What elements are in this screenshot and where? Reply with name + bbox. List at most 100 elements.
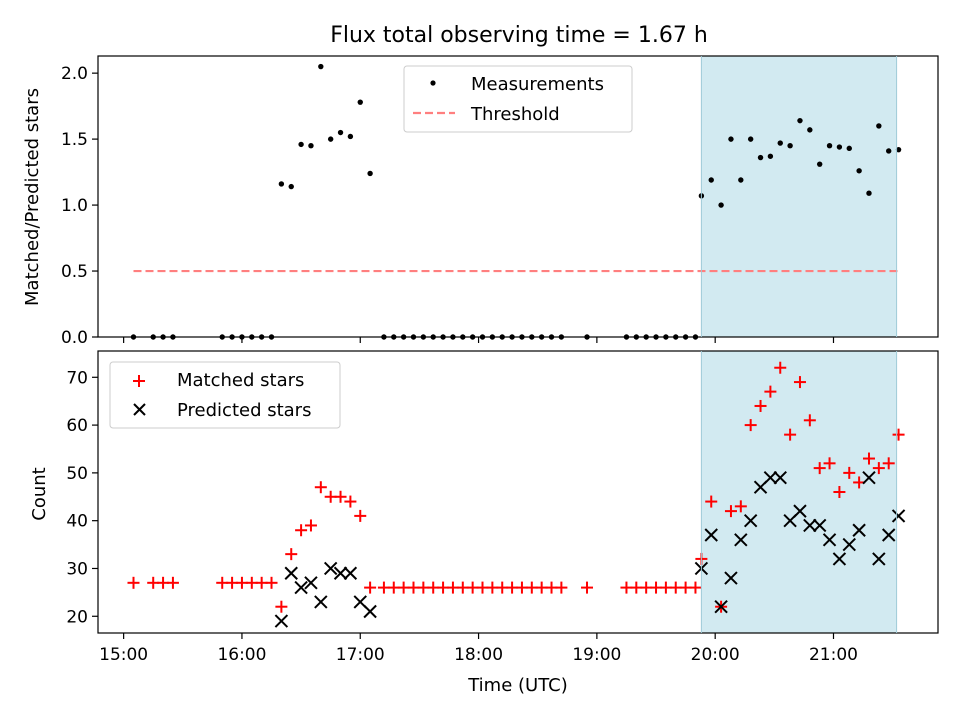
matched-star-point — [872, 462, 885, 475]
measurement-point — [777, 140, 783, 146]
y-tick-label: 30 — [66, 559, 88, 579]
predicted-star-point — [734, 533, 748, 547]
measurement-point — [367, 170, 373, 177]
top-legend-box — [403, 65, 633, 133]
bottom-y-axis-ticks: 20 30 40 50 60 70 — [66, 368, 98, 627]
legend-label-threshold: Threshold — [470, 104, 560, 125]
y-tick-label: 0.0 — [61, 328, 88, 348]
y-tick-label: 20 — [66, 607, 88, 627]
matched-star-point — [304, 519, 317, 532]
predicted-star-point — [724, 571, 738, 585]
matched-star-point — [823, 457, 836, 470]
measurement-point — [738, 177, 744, 183]
predicted-star-point — [763, 470, 778, 485]
measurement-point — [836, 144, 843, 150]
matched-star-point — [275, 600, 288, 613]
matched-star-point — [843, 466, 856, 479]
legend-label-measurements: Measurements — [471, 74, 604, 95]
matched-star-point — [833, 486, 846, 498]
measurement-point — [327, 136, 334, 142]
top-axes-frame — [97, 55, 939, 338]
measurement-point — [846, 145, 852, 152]
y-tick-label: 1.0 — [61, 196, 88, 216]
y-tick-label: 60 — [66, 416, 88, 436]
matched-star-point — [784, 428, 797, 441]
matched-star-point — [734, 500, 747, 513]
predicted-star-point — [812, 518, 827, 533]
chart-title: Flux total observing time = 1.67 h — [330, 23, 708, 48]
matched-star-point — [354, 509, 367, 522]
predicted-star-point — [743, 513, 758, 528]
bottom-plot-marks — [127, 361, 906, 628]
y-tick-label: 50 — [66, 464, 88, 484]
legend-label-matched: Matched stars — [177, 370, 304, 391]
predicted-star-point — [274, 614, 289, 628]
matched-star-point — [689, 581, 702, 594]
x-tick-label: 20:00 — [691, 645, 740, 665]
matched-star-point — [892, 428, 905, 441]
predicted-star-point — [714, 600, 728, 614]
bottom-highlight-span — [701, 351, 897, 633]
legend-x-icon — [133, 403, 146, 416]
legend-label-predicted: Predicted stars — [177, 400, 311, 421]
measurement-point — [298, 141, 304, 148]
measurement-point — [856, 168, 862, 174]
bottom-panel: 20 30 40 50 60 70 15:00 16:00 17:00 18:00 19:00 20… — [29, 350, 939, 696]
x-tick-label: 19:00 — [572, 645, 621, 665]
predicted-star-point — [363, 604, 377, 619]
measurement-point — [708, 177, 714, 183]
y-tick-label: 40 — [66, 512, 88, 532]
measurement-point — [767, 153, 774, 159]
matched-star-point — [744, 419, 757, 432]
matched-star-point — [724, 505, 737, 518]
matched-star-point — [774, 361, 787, 374]
bottom-legend: Matched stars Predicted stars — [109, 361, 341, 429]
matched-star-point — [764, 385, 777, 398]
predicted-star-point — [803, 518, 817, 533]
top-legend: Measurements Threshold — [403, 65, 633, 133]
legend-dot-icon — [430, 80, 436, 86]
measurement-point — [895, 146, 902, 153]
matched-star-point — [882, 457, 895, 470]
predicted-star-point — [773, 470, 787, 485]
measurement-point — [347, 133, 354, 140]
matched-star-point — [334, 490, 347, 503]
matched-star-point — [705, 495, 718, 508]
measurement-point — [308, 143, 314, 149]
measurement-point — [747, 136, 754, 142]
matched-star-point — [862, 452, 875, 465]
bottom-y-axis-label: Count — [29, 467, 50, 520]
x-tick-label: 21:00 — [809, 645, 858, 665]
measurement-point — [816, 161, 823, 167]
x-tick-label: 15:00 — [99, 645, 148, 665]
y-tick-label: 70 — [66, 368, 88, 388]
predicted-star-point — [323, 561, 338, 576]
predicted-star-point — [842, 537, 856, 552]
measurement-point — [886, 148, 892, 154]
measurement-point — [826, 143, 833, 149]
measurement-point — [318, 63, 324, 70]
y-tick-label: 0.5 — [61, 262, 88, 282]
bottom-axes-frame — [97, 350, 939, 634]
predicted-star-point — [704, 528, 718, 542]
measurement-point — [807, 127, 813, 133]
predicted-star-point — [294, 580, 308, 595]
predicted-star-point — [872, 552, 886, 566]
predicted-star-point — [304, 576, 318, 590]
measurement-point — [718, 202, 724, 208]
matched-star-point — [295, 524, 308, 537]
measurement-point — [357, 99, 363, 105]
x-tick-label: 18:00 — [454, 645, 503, 665]
top-y-axis-ticks: 0.0 0.5 1.0 1.5 2.0 — [61, 64, 98, 348]
measurement-point — [728, 136, 734, 142]
top-y-axis-label: Matched/Predicted stars — [22, 88, 43, 306]
y-tick-label: 1.5 — [61, 130, 88, 150]
predicted-star-point — [284, 566, 298, 580]
matched-star-point — [793, 376, 806, 389]
predicted-star-point — [793, 504, 807, 518]
y-tick-label: 2.0 — [61, 64, 88, 84]
predicted-star-point — [343, 566, 358, 580]
top-panel: 0.00.51.01.52.0 Matched/Predicted stars … — [22, 55, 939, 348]
predicted-star-point — [852, 523, 866, 537]
